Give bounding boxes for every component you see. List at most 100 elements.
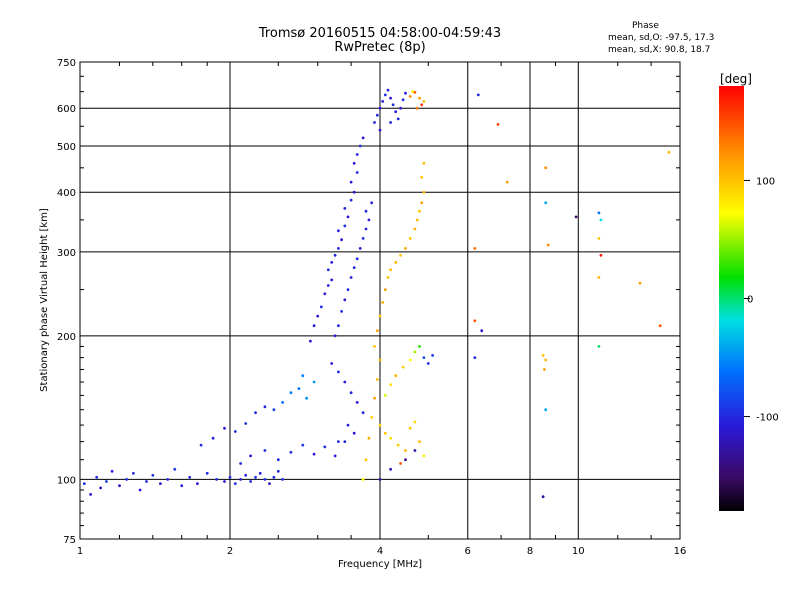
data-point <box>340 310 343 313</box>
data-point <box>420 175 424 179</box>
data-point <box>418 209 421 213</box>
data-point <box>301 374 305 378</box>
data-point <box>373 121 376 124</box>
data-point <box>349 276 353 279</box>
data-point <box>263 449 267 452</box>
chart-subtitle: RwPretec (8p) <box>334 40 426 55</box>
colorbar-tick-label: -100 <box>756 413 779 424</box>
data-point <box>188 475 192 479</box>
data-point <box>396 117 400 121</box>
data-point <box>309 339 312 343</box>
data-point <box>420 201 424 205</box>
data-point <box>389 96 392 100</box>
data-point <box>239 478 243 481</box>
data-point <box>337 247 340 250</box>
data-point <box>394 261 398 264</box>
data-point <box>323 292 327 296</box>
data-point <box>244 422 248 425</box>
x-tick-label: 8 <box>527 546 533 557</box>
data-point <box>389 268 392 272</box>
data-point <box>399 253 402 257</box>
colorbar <box>719 86 744 511</box>
data-point <box>272 475 276 479</box>
data-point <box>110 469 114 473</box>
data-point <box>404 458 407 462</box>
data-point <box>375 329 379 333</box>
data-point <box>340 238 343 242</box>
data-point <box>386 88 390 92</box>
data-point <box>413 449 417 452</box>
y-axis-label: Stationary phase Virtual Height [km] <box>39 208 50 392</box>
data-point <box>391 103 395 107</box>
data-point <box>367 436 371 440</box>
data-point <box>381 301 385 304</box>
data-point <box>337 370 340 374</box>
data-point <box>132 471 135 475</box>
data-point <box>415 106 419 110</box>
data-point <box>373 345 376 348</box>
data-point <box>361 411 365 415</box>
grid-layer <box>79 61 681 540</box>
data-point <box>297 387 301 390</box>
y-tick-label: 300 <box>57 248 76 259</box>
data-point <box>364 209 368 213</box>
data-point <box>233 482 237 485</box>
data-point <box>343 224 347 228</box>
data-point <box>544 408 548 412</box>
data-point <box>389 121 392 124</box>
data-point <box>333 334 337 338</box>
data-point <box>431 354 434 357</box>
data-point <box>413 227 417 231</box>
data-point <box>422 100 426 103</box>
colorbar-tick-label: 100 <box>756 176 775 187</box>
data-point <box>355 401 359 404</box>
data-point <box>597 237 601 240</box>
data-point <box>394 374 398 378</box>
data-point <box>399 106 402 110</box>
data-point <box>346 215 350 219</box>
data-point <box>211 436 215 440</box>
data-point <box>408 95 412 98</box>
data-point <box>349 180 353 184</box>
data-point <box>415 218 419 222</box>
data-point <box>199 443 203 447</box>
data-point <box>367 218 371 222</box>
data-point <box>244 473 248 477</box>
data-point <box>281 478 284 481</box>
data-point <box>343 207 347 210</box>
data-point <box>544 358 548 362</box>
data-point <box>196 482 199 485</box>
data-point <box>223 426 226 430</box>
data-point <box>228 475 232 479</box>
data-point <box>180 484 184 488</box>
data-point <box>544 201 548 205</box>
x-tick-label: 2 <box>227 546 233 557</box>
colorbar-label: [deg] <box>720 72 752 86</box>
data-point <box>541 354 545 357</box>
x-tick-label: 6 <box>465 546 471 557</box>
phase-heading: Phase <box>632 21 659 31</box>
data-point <box>276 469 280 473</box>
data-point <box>422 190 426 194</box>
data-point <box>89 493 92 496</box>
data-point <box>330 362 334 365</box>
data-point <box>346 288 350 291</box>
data-point <box>373 396 376 400</box>
x-tick-label: 10 <box>572 546 585 557</box>
phase-stats-o: mean, sd,O: -97.5, 17.3 <box>608 33 715 43</box>
data-point <box>151 473 155 477</box>
data-point <box>352 161 356 165</box>
data-point <box>364 458 368 462</box>
y-tick-label: 400 <box>57 188 76 199</box>
data-point <box>418 440 421 443</box>
x-tick-label: 1 <box>77 546 83 557</box>
data-point <box>223 480 226 483</box>
data-point <box>254 475 257 479</box>
data-point <box>389 383 392 386</box>
colorbar-ticks: 100 0 -100 <box>744 176 779 424</box>
data-point <box>408 237 412 240</box>
data-point <box>401 98 405 102</box>
data-point <box>355 257 359 261</box>
data-point <box>330 278 334 282</box>
